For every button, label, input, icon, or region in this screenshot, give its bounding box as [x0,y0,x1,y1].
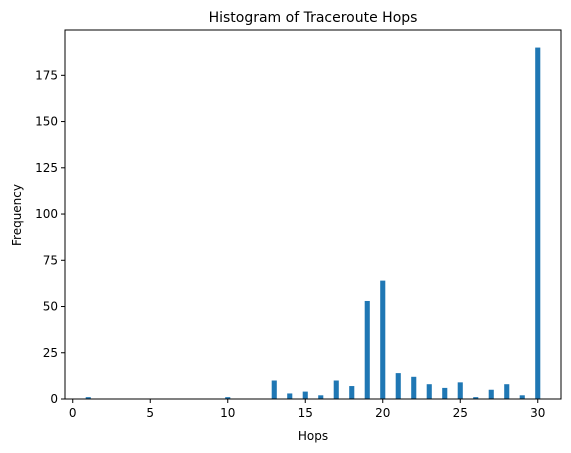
x-tick-label-20: 20 [375,406,390,420]
bar-hops-13 [271,380,277,399]
bar-hops-29 [519,395,525,399]
x-tick-label-5: 5 [146,406,154,420]
chart-title: Histogram of Traceroute Hops [209,10,418,26]
bar-hops-25 [457,382,463,399]
y-tick-label-75: 75 [43,253,58,267]
x-tick-label-0: 0 [69,406,77,420]
bar-hops-27 [488,389,494,399]
plot-frame [64,29,562,400]
bar-hops-19 [364,300,370,399]
y-axis-label: Frequency [10,184,24,246]
bar-hops-17 [333,380,339,399]
bar-hops-14 [287,393,293,399]
bar-hops-26 [473,397,479,399]
x-axis-label: Hops [298,429,328,443]
x-tick-label-30: 30 [530,406,545,420]
y-tick-label-100: 100 [35,207,58,221]
y-tick-label-25: 25 [43,346,58,360]
bar-hops-16 [318,395,324,399]
y-tick-label-50: 50 [43,300,58,314]
bar-hops-24 [442,387,448,399]
bar-hops-20 [380,280,386,399]
y-tick-label-125: 125 [35,161,58,175]
bar-hops-1 [85,397,91,399]
bar-hops-23 [426,384,432,399]
y-tick-label-0: 0 [50,392,58,406]
bars-group [85,47,541,399]
x-tick-label-10: 10 [220,406,235,420]
x-tick-label-15: 15 [298,406,313,420]
x-axis-ticks: 0 5 10 15 20 25 30 [69,399,545,420]
bar-hops-21 [395,373,401,399]
bar-hops-30 [535,47,541,399]
y-tick-label-150: 150 [35,115,58,129]
x-tick-label-25: 25 [453,406,468,420]
y-axis-ticks: 0 25 50 75 100 125 150 175 [35,68,65,406]
bar-hops-28 [504,384,510,399]
bar-hops-10 [225,397,231,399]
y-tick-label-175: 175 [35,68,58,82]
bar-hops-15 [302,391,308,399]
bar-hops-18 [349,386,355,399]
bar-hops-22 [411,376,417,399]
